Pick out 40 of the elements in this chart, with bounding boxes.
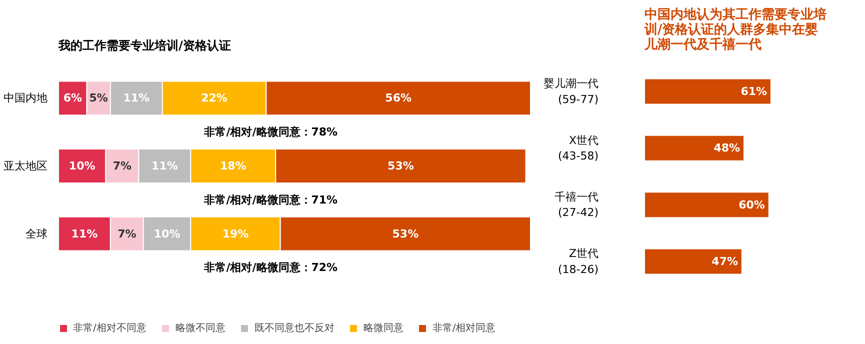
y-tick-label: 千禧一代 (27-42) xyxy=(554,190,598,220)
bar xyxy=(644,134,745,162)
data-label: 18% xyxy=(220,159,246,172)
data-label: 53% xyxy=(388,159,414,172)
data-label: 61% xyxy=(740,85,768,98)
y-tick-label: 亚太地区 xyxy=(4,159,48,172)
annotation: 非常/相对/略微同意：71% xyxy=(203,193,338,206)
y-tick-label: Z世代 (18-26) xyxy=(558,247,599,276)
data-label: 5% xyxy=(89,92,108,105)
legend-label: 略微同意 xyxy=(363,322,404,335)
data-label: 53% xyxy=(392,227,419,240)
y-tick-label: 婴儿潮一代 (59-77) xyxy=(544,77,598,106)
bar xyxy=(644,192,770,218)
data-label: 11% xyxy=(152,159,178,172)
data-label: 47% xyxy=(712,255,738,268)
legend-label: 既不同意也不反对 xyxy=(254,322,334,335)
data-label: 22% xyxy=(201,92,228,105)
data-label: 19% xyxy=(222,227,249,240)
data-label: 60% xyxy=(738,198,765,212)
data-label: 11% xyxy=(123,92,150,105)
data-label: 6% xyxy=(63,92,82,105)
data-label: 7% xyxy=(118,227,136,240)
data-label: 11% xyxy=(71,227,98,240)
y-tick-label: 全球 xyxy=(26,227,48,240)
chart-title: 中国内地认为其工作需要专业培训/资格认证的人群多集中在婴儿潮一代及千禧一代 xyxy=(644,6,826,52)
legend-label: 略微不同意 xyxy=(175,322,226,335)
y-tick-label: 中国内地 xyxy=(4,92,48,105)
legend-label: 非常/相对同意 xyxy=(432,322,496,335)
y-tick-label: X世代 (43-58) xyxy=(558,134,599,162)
data-label: 10% xyxy=(68,159,96,172)
annotation: 非常/相对/略微同意：78% xyxy=(203,126,338,139)
data-label: 48% xyxy=(714,142,740,155)
annotation: 非常/相对/略微同意：72% xyxy=(203,261,338,274)
data-label: 56% xyxy=(385,92,412,105)
chart-title: 我的工作需要专业培训/资格认证 xyxy=(58,38,231,52)
bar xyxy=(644,78,772,105)
data-label: 10% xyxy=(154,227,180,240)
legend-label: 非常/相对不同意 xyxy=(73,322,146,335)
data-label: 7% xyxy=(112,159,132,172)
bar xyxy=(644,248,742,275)
